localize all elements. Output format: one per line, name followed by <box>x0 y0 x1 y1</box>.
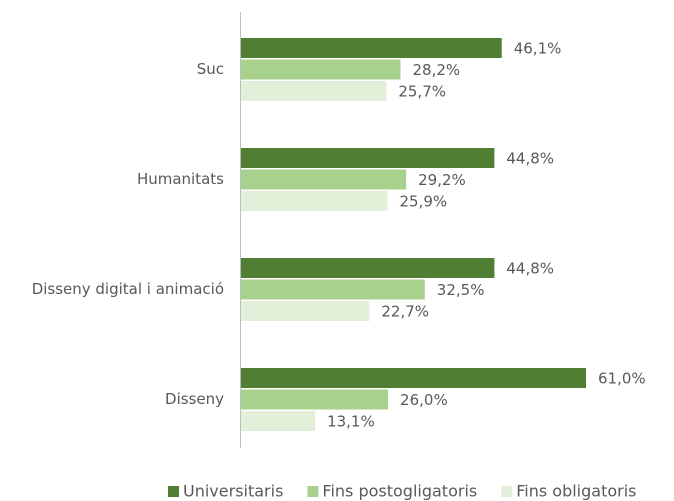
legend-label: Universitaris <box>183 482 283 501</box>
category-label: Disseny digital i animació <box>32 280 224 298</box>
bar <box>241 279 425 300</box>
value-label: 25,9% <box>399 193 447 211</box>
legend-swatch <box>168 486 179 497</box>
bar <box>241 258 495 278</box>
legend-swatch <box>501 486 513 497</box>
value-label: 29,2% <box>418 171 466 189</box>
value-label: 46,1% <box>514 40 562 58</box>
value-label: 26,0% <box>400 391 448 409</box>
bar <box>241 148 495 168</box>
value-label: 32,5% <box>437 281 485 299</box>
value-label: 44,8% <box>506 150 554 168</box>
value-label: 25,7% <box>398 83 446 101</box>
bar <box>241 169 407 190</box>
legend-swatch <box>307 486 319 497</box>
value-label: 28,2% <box>412 61 460 79</box>
bar <box>241 389 389 410</box>
legend-label: Fins obligatoris <box>516 482 636 501</box>
value-label: 13,1% <box>327 413 375 431</box>
category-label: Suc <box>197 60 224 78</box>
bar <box>241 411 316 431</box>
bar <box>241 59 401 80</box>
category-label: Disseny <box>165 390 224 408</box>
category-label: Humanitats <box>137 170 224 188</box>
bar <box>241 191 388 211</box>
bar <box>241 368 586 388</box>
bar <box>241 81 387 101</box>
value-label: 44,8% <box>506 260 554 278</box>
legend-label: Fins postogligatoris <box>322 482 477 501</box>
bar <box>241 38 502 58</box>
value-label: 61,0% <box>598 370 646 388</box>
value-label: 22,7% <box>381 303 429 321</box>
bar <box>241 301 370 321</box>
